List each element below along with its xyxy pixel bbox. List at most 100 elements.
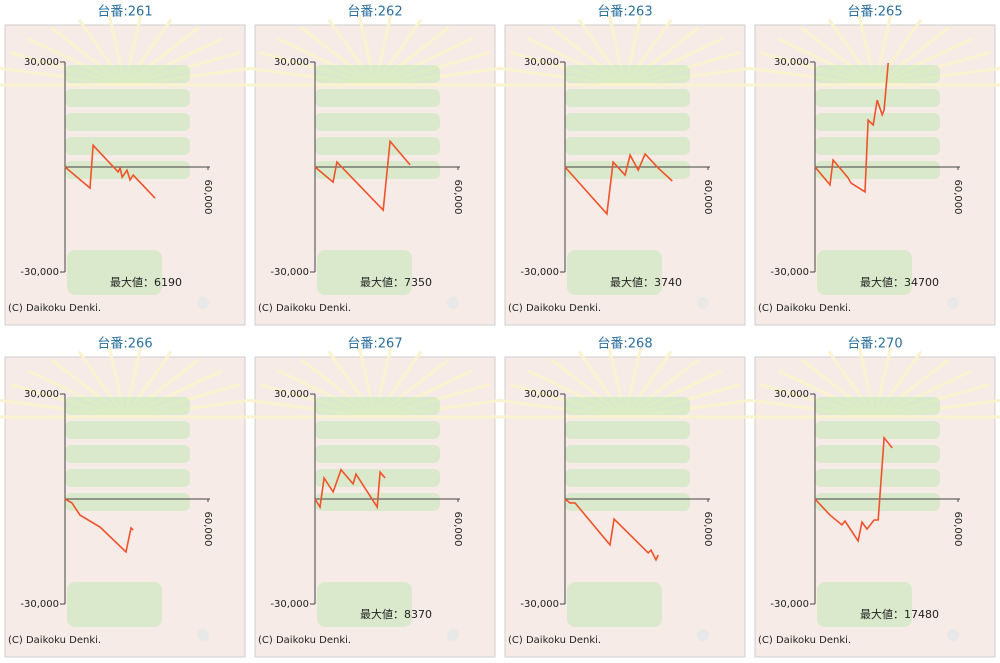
deco-dot (947, 629, 959, 641)
deco-dot (447, 629, 459, 641)
copyright: (C) Daikoku Denki. (258, 635, 351, 646)
deco-block (815, 493, 940, 511)
y-tick-label: -30,000 (20, 267, 59, 278)
y-tick-label: 30,000 (274, 389, 309, 400)
x-tick-label: 60,000 (202, 180, 213, 215)
max-label: 最大値：17480 (860, 607, 939, 621)
deco-block (315, 445, 440, 463)
deco-tray (567, 250, 662, 295)
y-tick-label: -30,000 (270, 267, 309, 278)
y-tick-label: 30,000 (774, 389, 809, 400)
data-line (564, 152, 673, 216)
copyright: (C) Daikoku Denki. (508, 303, 601, 314)
deco-block (565, 421, 690, 439)
y-tick-label: 30,000 (24, 57, 59, 68)
deco-block (315, 113, 440, 131)
chart-title: 台番:262 (347, 5, 402, 20)
deco-block (815, 421, 940, 439)
y-tick-label: 30,000 (274, 57, 309, 68)
data-line (64, 498, 134, 554)
deco-block (565, 137, 690, 155)
deco-block (565, 493, 690, 511)
y-tick-label: -30,000 (20, 599, 59, 610)
deco-block (65, 493, 190, 511)
deco-block (815, 397, 940, 415)
deco-dot (447, 297, 459, 309)
x-tick-label: 60,000 (452, 180, 463, 215)
y-tick-label: 30,000 (524, 57, 559, 68)
max-label: 最大値：6190 (110, 275, 182, 289)
x-tick-label: 60,000 (952, 512, 963, 547)
max-label: 最大値：34700 (860, 275, 939, 289)
deco-block (565, 445, 690, 463)
y-tick-label: 30,000 (24, 389, 59, 400)
copyright: (C) Daikoku Denki. (508, 635, 601, 646)
deco-block (815, 469, 940, 487)
y-tick-label: -30,000 (770, 267, 809, 278)
data-line (64, 143, 156, 199)
deco-dot (697, 297, 709, 309)
chart-title: 台番:270 (847, 337, 902, 352)
deco-block (65, 445, 190, 463)
chart-title: 台番:265 (847, 5, 902, 20)
y-tick-label: 30,000 (774, 57, 809, 68)
deco-block (65, 65, 190, 83)
data-line (564, 498, 659, 562)
deco-block (65, 421, 190, 439)
deco-dot (947, 297, 959, 309)
deco-dot (197, 297, 209, 309)
y-tick-label: -30,000 (520, 599, 559, 610)
deco-block (315, 89, 440, 107)
data-line (314, 139, 411, 212)
chart-title: 台番:268 (597, 337, 652, 352)
x-tick-label: 60,000 (202, 512, 213, 547)
max-label: 最大値：3740 (610, 275, 682, 289)
copyright: (C) Daikoku Denki. (758, 303, 851, 314)
deco-block (65, 397, 190, 415)
max-label: 最大値：7350 (360, 275, 432, 289)
y-tick-label: 30,000 (524, 389, 559, 400)
y-tick-label: -30,000 (270, 599, 309, 610)
deco-block (815, 445, 940, 463)
data-line (814, 62, 889, 194)
deco-block (565, 65, 690, 83)
deco-block (65, 137, 190, 155)
x-tick-label: 60,000 (702, 512, 713, 547)
deco-dot (697, 629, 709, 641)
deco-block (315, 421, 440, 439)
copyright: (C) Daikoku Denki. (8, 303, 101, 314)
deco-block (65, 113, 190, 131)
deco-block (315, 397, 440, 415)
deco-tray (567, 582, 662, 627)
chart-title: 台番:266 (97, 337, 152, 352)
deco-block (815, 137, 940, 155)
copyright: (C) Daikoku Denki. (8, 635, 101, 646)
max-label: 最大値：8370 (360, 607, 432, 621)
deco-block (65, 469, 190, 487)
data-line (314, 468, 386, 510)
deco-block (315, 65, 440, 83)
deco-block (315, 161, 440, 179)
deco-dot (197, 629, 209, 641)
copyright: (C) Daikoku Denki. (758, 635, 851, 646)
y-tick-label: -30,000 (520, 267, 559, 278)
chart-title: 台番:261 (97, 5, 152, 20)
deco-block (565, 161, 690, 179)
chart-title: 台番:267 (347, 337, 402, 352)
deco-block (815, 89, 940, 107)
deco-tray (317, 250, 412, 295)
y-tick-label: -30,000 (770, 599, 809, 610)
deco-block (565, 469, 690, 487)
deco-tray (317, 582, 412, 627)
deco-block (815, 65, 940, 83)
deco-tray (817, 582, 912, 627)
deco-block (815, 113, 940, 131)
copyright: (C) Daikoku Denki. (258, 303, 351, 314)
x-tick-label: 60,000 (952, 180, 963, 215)
deco-block (65, 89, 190, 107)
deco-block (315, 469, 440, 487)
deco-block (565, 113, 690, 131)
deco-block (315, 137, 440, 155)
